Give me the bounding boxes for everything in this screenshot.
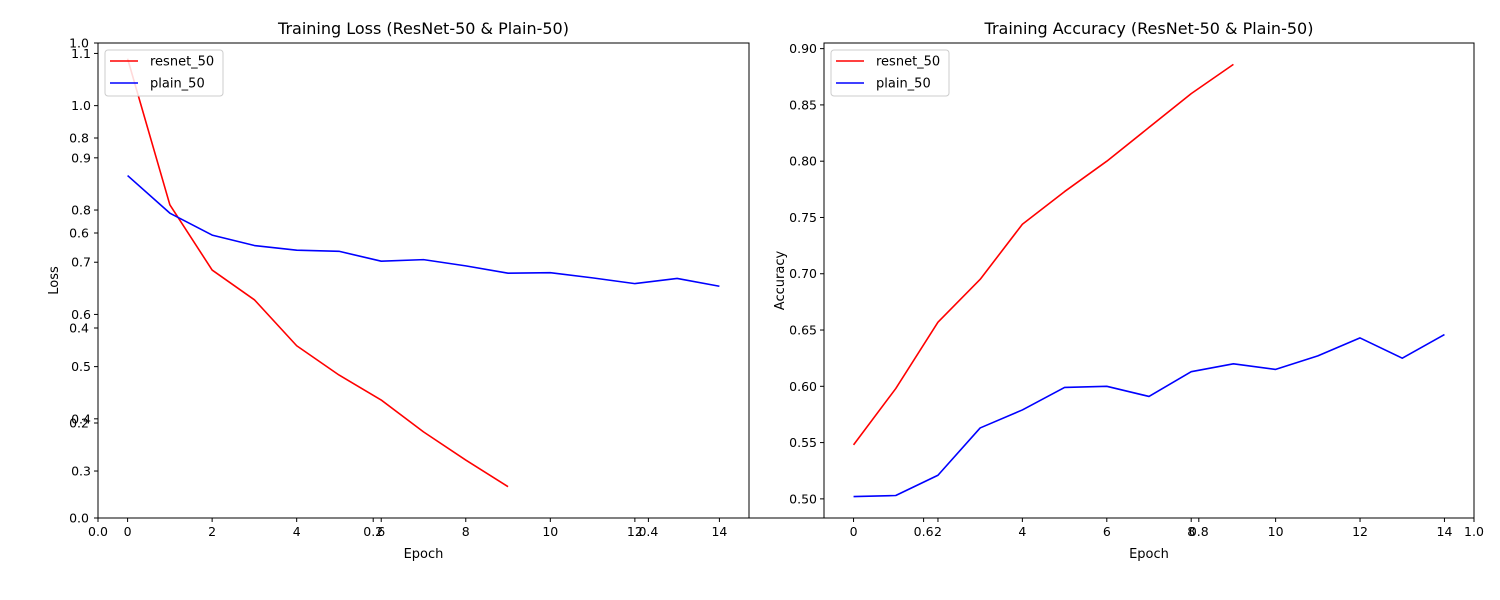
chart-panel-2: Training Accuracy (ResNet-50 & Plain-50)… (773, 19, 1475, 562)
y-axis-label: Accuracy (773, 251, 788, 311)
series-line-plain_50 (853, 333, 1445, 498)
x-tick-label: 4 (293, 524, 301, 539)
x-tick-label: 0 (124, 524, 132, 539)
overlay-x-tick-label: 0.6 (914, 524, 934, 539)
series-line-resnet_50 (126, 58, 509, 488)
x-tick-label: 8 (462, 524, 470, 539)
y-tick-label: 0.3 (71, 464, 91, 479)
y-tick-label: 0.6 (71, 307, 91, 322)
overlay-axes: 0.0 0.2 0.4 0.6 0.8 1.00.00.20.40.60.81.0 (69, 36, 1484, 540)
x-tick-label: 2 (934, 524, 942, 539)
overlay-y-tick-label: 0.8 (69, 131, 89, 146)
x-tick-label: 6 (1103, 524, 1111, 539)
legend-label-resnet_50: resnet_50 (876, 55, 940, 70)
y-tick-label: 0.60 (789, 379, 817, 394)
x-tick-label: 14 (711, 524, 727, 539)
y-tick-label: 0.50 (789, 491, 817, 506)
y-tick-label: 0.9 (71, 150, 91, 165)
x-axis-label: Epoch (404, 547, 444, 562)
overlay-y-tick-label: 0.6 (69, 226, 89, 241)
y-tick-label: 0.65 (789, 323, 817, 338)
chart-panel-1: Training Loss (ResNet-50 & Plain-50) 0 2 4 6… (47, 19, 750, 562)
x-tick-label: 2 (208, 524, 216, 539)
y-tick-label: 0.5 (71, 359, 91, 374)
y-tick-label: 0.75 (789, 210, 817, 225)
x-tick-label: 4 (1018, 524, 1026, 539)
x-tick-label: 12 (1352, 524, 1368, 539)
overlay-x-tick-label: 0.0 (88, 524, 108, 539)
y-tick-label: 0.55 (789, 435, 817, 450)
overlay-x-tick-label: 0.2 (363, 524, 383, 539)
x-axis-label: Epoch (1129, 547, 1169, 562)
x-tick-label: 10 (1268, 524, 1284, 539)
y-axis-label: Loss (47, 266, 62, 295)
y-tick-label: 0.85 (789, 97, 817, 112)
legend-label-resnet_50: resnet_50 (150, 55, 214, 70)
series-line-resnet_50 (852, 63, 1234, 446)
y-tick-label: 0.80 (789, 154, 817, 169)
x-tick-label: 10 (542, 524, 558, 539)
x-tick-label: 0 (850, 524, 858, 539)
y-tick-label: 1.1 (71, 46, 91, 61)
chart-title: Training Accuracy (ResNet-50 & Plain-50) (984, 19, 1314, 38)
legend: resnet_50 plain_50 (830, 49, 950, 97)
overlay-y-tick-label: 1.0 (69, 36, 89, 51)
chart-title: Training Loss (ResNet-50 & Plain-50) (277, 19, 569, 38)
x-tick-label: 12 (627, 524, 643, 539)
overlay-y-tick-label: 0.4 (69, 321, 89, 336)
overlay-x-tick-label: 1.0 (1464, 524, 1484, 539)
plot-frame (97, 42, 750, 519)
series-line-plain_50 (127, 174, 720, 288)
overlay-x-tick-label: 0.4 (638, 524, 658, 539)
y-tick-label: 0.8 (71, 203, 91, 218)
y-tick-label: 0.4 (71, 411, 91, 426)
overlay-y-tick-label: 0.2 (69, 416, 89, 431)
x-tick-label: 6 (377, 524, 385, 539)
x-tick-label: 14 (1437, 524, 1453, 539)
overlay-x-tick-label: 0.8 (1189, 524, 1209, 539)
y-tick-label: 0.90 (789, 41, 817, 56)
legend-label-plain_50: plain_50 (150, 77, 205, 92)
overlay-y-tick-label: 0.0 (69, 511, 89, 526)
legend: resnet_50 plain_50 (104, 49, 224, 97)
y-tick-label: 0.70 (789, 266, 817, 281)
y-tick-label: 0.7 (71, 255, 91, 270)
legend-label-plain_50: plain_50 (876, 77, 931, 92)
plot-frame (823, 42, 1475, 519)
y-tick-label: 1.0 (71, 98, 91, 113)
x-tick-label: 8 (1187, 524, 1195, 539)
